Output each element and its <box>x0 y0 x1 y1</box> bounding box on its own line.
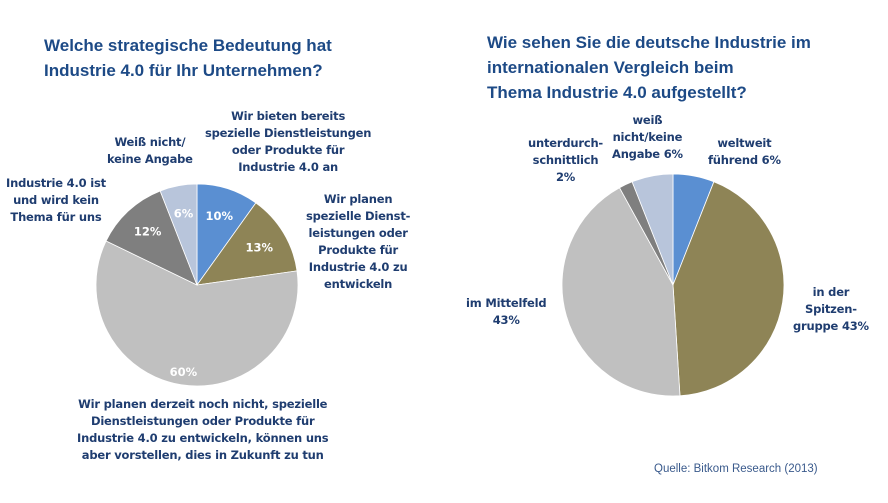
pie-slice <box>672 181 785 397</box>
pie-slice <box>196 202 298 286</box>
label-line: Angabe 6% <box>612 147 683 161</box>
chart-title-left-line: Industrie 4.0 für Ihr Unternehmen? <box>44 61 323 80</box>
label-line: gruppe 43% <box>793 319 869 333</box>
label-line: nicht/keine <box>612 130 683 144</box>
pie-value-label: 60% <box>170 365 198 379</box>
label-line: 2% <box>555 170 576 184</box>
pie-chart-right <box>561 173 785 397</box>
legend-label-planen-derzeit-nicht: Wir planen derzeit noch nicht, spezielle… <box>77 396 329 464</box>
label-line: führend 6% <box>708 153 781 167</box>
label-line: Industrie 4.0 zu <box>308 260 408 274</box>
pie-value-label: 12% <box>134 225 162 239</box>
pie-value-label: 13% <box>245 240 273 254</box>
legend-label-weltweit-fuehrend: weltweit führend 6% <box>708 135 781 169</box>
label-line: weiß <box>632 113 663 127</box>
pie-slice <box>631 173 674 286</box>
legend-label-weiss-nicht-right: weiß nicht/keine Angabe 6% <box>612 112 683 163</box>
label-line: in der <box>812 285 850 299</box>
label-line: Produkte für <box>318 243 399 257</box>
pie-slice <box>95 240 299 387</box>
label-line: entwickeln <box>324 277 393 291</box>
pie-slice <box>561 187 681 397</box>
legend-label-weiss-nicht: Weiß nicht/ keine Angabe <box>107 134 193 168</box>
label-line: Wir bieten bereits <box>231 109 346 123</box>
chart-title-right: Wie sehen Sie die deutsche Industrie im … <box>487 30 811 105</box>
chart-title-right-line: Wie sehen Sie die deutsche Industrie im <box>487 33 811 52</box>
chart-title-left: Welche strategische Bedeutung hat Indust… <box>44 33 332 83</box>
source-note: Quelle: Bitkom Research (2013) <box>654 463 818 475</box>
label-line: Spitzen- <box>805 302 857 316</box>
chart-title-right-line: Thema Industrie 4.0 aufgestellt? <box>487 83 747 102</box>
label-line: spezielle Dienstleistungen <box>205 126 372 140</box>
label-line: schnittlich <box>532 153 599 167</box>
label-line: aber vorstellen, dies in Zukunft zu tun <box>81 448 324 462</box>
legend-label-kein-thema: Industrie 4.0 ist und wird kein Thema fü… <box>6 175 106 226</box>
label-line: und wird kein <box>13 193 99 207</box>
label-line: weltweit <box>717 136 772 150</box>
legend-label-unterdurchschnittlich: unterdurch- schnittlich 2% <box>528 135 603 186</box>
label-line: 43% <box>492 313 520 327</box>
label-line: Industrie 4.0 ist <box>6 176 106 190</box>
pie-value-label: 10% <box>205 209 233 223</box>
label-line: Weiß nicht/ <box>114 135 186 149</box>
label-line: keine Angabe <box>107 152 193 166</box>
label-line: oder Produkte für <box>231 143 345 157</box>
label-line: Thema für uns <box>10 210 102 224</box>
chart-title-right-line: internationalen Vergleich beim <box>487 58 734 77</box>
pie-chart-left: 10% 13% 60% 12% 6% <box>95 183 299 387</box>
label-line: Wir planen <box>323 192 393 206</box>
pie-slice <box>105 190 198 286</box>
pie-slice <box>159 183 198 286</box>
chart-title-left-line: Welche strategische Bedeutung hat <box>44 36 332 55</box>
label-line: leistungen oder <box>308 226 408 240</box>
label-line: unterdurch- <box>528 136 604 150</box>
legend-label-bieten-bereits: Wir bieten bereits spezielle Dienstleist… <box>205 108 371 176</box>
label-line: Wir planen derzeit noch nicht, spezielle <box>78 397 328 411</box>
pie-value-label: 6% <box>174 207 194 221</box>
label-line: im Mittelfeld <box>466 296 547 310</box>
label-line: Industrie 4.0 zu entwickeln, können uns <box>77 431 329 445</box>
label-line: Industrie 4.0 an <box>238 160 338 174</box>
legend-label-planen: Wir planen spezielle Dienst- leistungen … <box>306 191 410 293</box>
legend-label-spitzengruppe: in der Spitzen- gruppe 43% <box>793 284 869 335</box>
label-line: spezielle Dienst- <box>306 209 411 223</box>
legend-label-mittelfeld: im Mittelfeld 43% <box>466 295 547 329</box>
label-line: Dienstleistungen oder Produkte für <box>90 414 315 428</box>
